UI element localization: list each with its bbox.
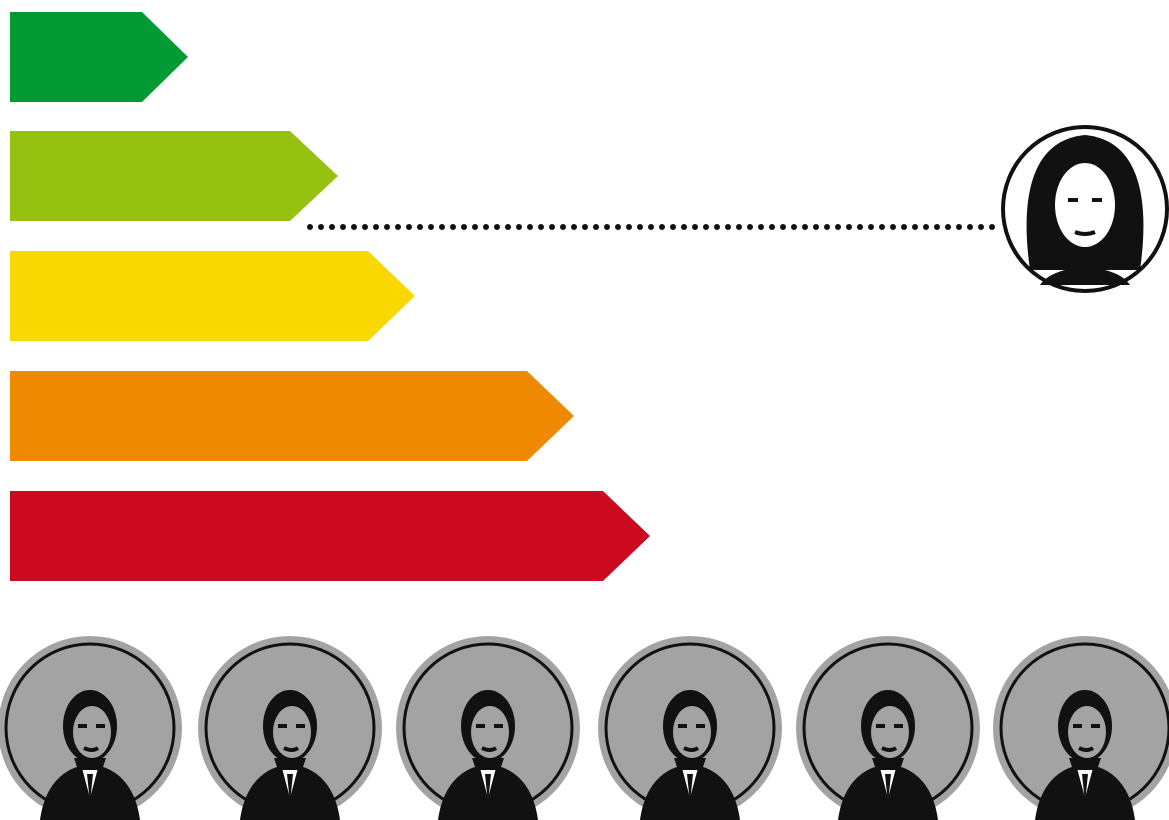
rating-bar (10, 491, 650, 581)
rating-bar (10, 12, 188, 102)
portrait (0, 636, 182, 820)
rating-bar (10, 251, 415, 341)
portrait (198, 636, 382, 820)
rating-bars (10, 12, 650, 581)
rating-bar (10, 371, 574, 461)
rating-bar (10, 131, 338, 221)
scene (0, 0, 1169, 820)
portrait (796, 636, 980, 820)
portrait (396, 636, 580, 820)
page: (() => { const data = JSON.parse(documen… (0, 0, 1169, 820)
highlight-portrait (1003, 127, 1167, 291)
portrait-row (0, 636, 1169, 820)
portrait (598, 636, 782, 820)
portrait (993, 636, 1169, 820)
